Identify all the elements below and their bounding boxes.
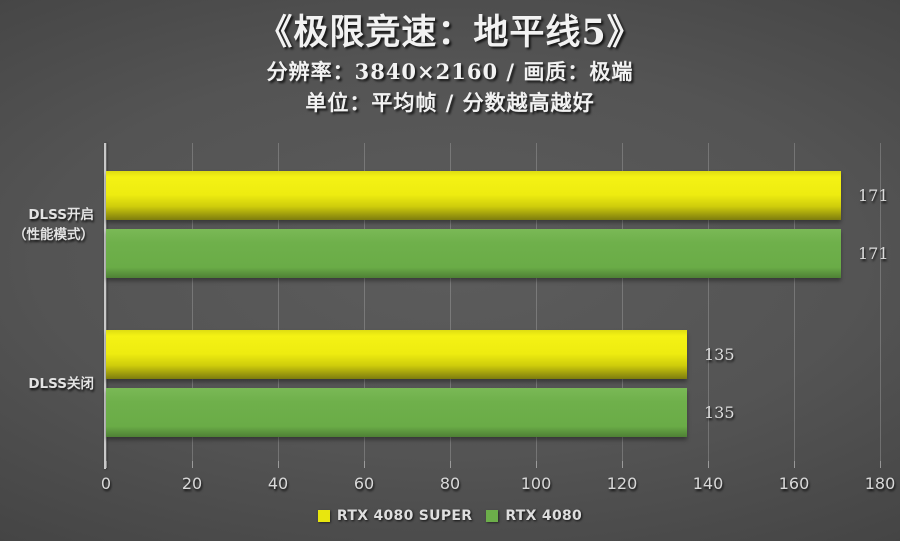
- x-tickmark-140: [708, 461, 709, 468]
- gridline-80: [450, 143, 451, 461]
- gridline-160: [794, 143, 795, 461]
- x-tickmark-20: [192, 461, 193, 468]
- x-tick-label-180: 180: [864, 474, 896, 493]
- chart-title: 《极限竞速：地平线5》: [257, 12, 643, 53]
- x-tick-label-40: 40: [267, 474, 289, 493]
- plot-area: 0 20 40 60 80 100 120 140 160 180 171 171 135 135: [101, 143, 895, 493]
- x-tick-label-140: 140: [692, 474, 724, 493]
- x-tickmark-80: [450, 461, 451, 468]
- value-label: 171: [858, 244, 889, 263]
- chart-subtitle-resolution: 分辨率：3840×2160 / 画质：极端: [266, 59, 634, 84]
- gridline-20: [192, 143, 193, 461]
- y-axis-line: [104, 143, 106, 469]
- gridline-0: [106, 143, 107, 461]
- legend-item-rtx-4080: RTX 4080: [486, 508, 582, 524]
- category-axis: DLSS开启 （性能模式） DLSS关闭: [0, 143, 94, 461]
- chart-header: 《极限竞速：地平线5》 分辨率：3840×2160 / 画质：极端 单位：平均帧…: [0, 10, 900, 118]
- legend-label: RTX 4080 SUPER: [336, 508, 473, 524]
- gridline-100: [536, 143, 537, 461]
- x-tickmark-120: [622, 461, 623, 468]
- legend: RTX 4080 SUPER RTX 4080: [0, 508, 900, 524]
- value-label: 135: [704, 403, 735, 422]
- gridline-60: [364, 143, 365, 461]
- x-tick-label-20: 20: [181, 474, 203, 493]
- gridline-120: [622, 143, 623, 461]
- bar-rtx-4080-group1: [106, 388, 687, 437]
- x-tick-label-0: 0: [100, 474, 112, 493]
- gridline-40: [278, 143, 279, 461]
- x-tick-label-100: 100: [520, 474, 552, 493]
- x-tickmark-0: [106, 461, 107, 468]
- x-tickmark-100: [536, 461, 537, 468]
- gridline-180: [880, 143, 881, 461]
- x-tickmark-40: [278, 461, 279, 468]
- legend-label: RTX 4080: [505, 508, 583, 524]
- category-label-0: DLSS开启 （性能模式）: [13, 207, 94, 243]
- x-tick-label-120: 120: [606, 474, 638, 493]
- gridline-140: [708, 143, 709, 461]
- bar-rtx-4080-super-group0: [106, 171, 841, 220]
- legend-swatch-icon: [486, 510, 499, 522]
- value-label: 135: [704, 345, 735, 364]
- legend-swatch-icon: [317, 510, 330, 522]
- bar-rtx-4080-group0: [106, 229, 841, 278]
- x-tick-label-80: 80: [439, 474, 461, 493]
- legend-item-rtx-4080-super: RTX 4080 SUPER: [317, 508, 473, 524]
- value-label: 171: [858, 186, 889, 205]
- x-tick-label-160: 160: [778, 474, 810, 493]
- x-tickmark-60: [364, 461, 365, 468]
- bar-rtx-4080-super-group1: [106, 330, 687, 379]
- x-tickmark-180: [880, 461, 881, 468]
- x-tick-label-60: 60: [353, 474, 375, 493]
- x-tickmark-160: [794, 461, 795, 468]
- category-label-1: DLSS关闭: [28, 376, 94, 392]
- chart-subtitle-unit: 单位：平均帧 / 分数越高越好: [305, 90, 595, 115]
